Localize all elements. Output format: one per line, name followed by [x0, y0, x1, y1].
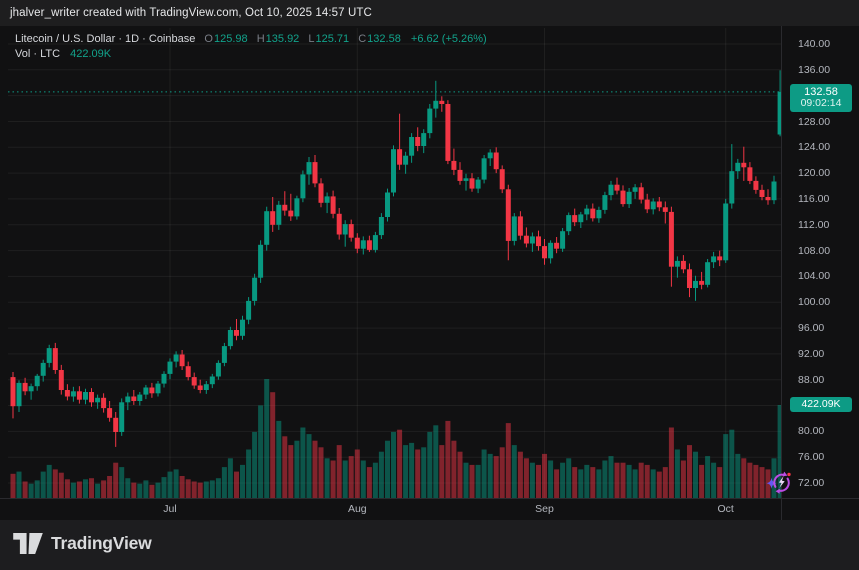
volume-value: 422.09K — [70, 48, 112, 60]
open-value: 125.98 — [213, 33, 248, 45]
bar-countdown: 09:02:14 — [800, 96, 842, 109]
attribution-text: jhalver_writer created with TradingView.… — [10, 7, 372, 19]
legend: Litecoin / U.S. Dollar · 1D · Coinbase O… — [15, 32, 487, 62]
time-tick-label: Jul — [163, 503, 177, 515]
sparkle-star — [766, 477, 777, 489]
price-tick-label: 96.00 — [798, 322, 825, 335]
price-tick-label: 72.00 — [798, 477, 825, 489]
open-label: O — [204, 33, 213, 45]
price-tick-label: 124.00 — [798, 141, 831, 154]
close-value: 132.58 — [367, 33, 401, 45]
high-label: H — [256, 33, 265, 45]
volume-label: Vol · LTC — [15, 48, 61, 60]
close-label: C — [358, 33, 367, 45]
low-value: 125.71 — [315, 33, 350, 45]
mascot-icon — [763, 465, 793, 495]
price-tick-label: 120.00 — [798, 167, 831, 180]
tradingview-logo-icon — [13, 533, 43, 554]
price-tick-label: 76.00 — [798, 451, 825, 464]
price-tick-label: 80.00 — [798, 425, 825, 438]
symbol-title: Litecoin / U.S. Dollar · 1D · Coinbase — [15, 33, 196, 45]
volume-row: Vol · LTC 422.09K — [15, 47, 487, 62]
price-tick-label: 116.00 — [798, 192, 830, 205]
time-tick-label: Oct — [717, 503, 734, 515]
volume-bars — [10, 379, 781, 498]
symbol-row: Litecoin / U.S. Dollar · 1D · Coinbase O… — [15, 32, 487, 47]
price-tick-label: 100.00 — [798, 296, 831, 309]
attribution-bar: jhalver_writer created with TradingView.… — [0, 0, 859, 26]
time-tick-label: Aug — [347, 503, 367, 515]
price-tick-label: 140.00 — [798, 38, 831, 50]
candles — [10, 70, 781, 447]
low-label: L — [308, 33, 315, 45]
last-price-value: 132.58 — [804, 85, 838, 98]
change-value: +6.62 (+5.26%) — [410, 33, 487, 45]
tradingview-logo[interactable]: TradingView — [13, 533, 152, 554]
high-value: 135.92 — [265, 33, 300, 45]
tradingview-logo-text: TradingView — [51, 533, 152, 553]
price-tick-label: 92.00 — [798, 347, 825, 360]
price-tick-label: 136.00 — [798, 63, 831, 76]
price-tick-label: 88.00 — [798, 373, 825, 386]
time-axis[interactable]: Jul Aug Sep Oct — [0, 498, 781, 520]
price-axis[interactable]: 132.58 09:02:14 422.09K 140.00 136.00 132.… — [781, 26, 859, 498]
price-tick-label: 104.00 — [798, 270, 831, 283]
lightning-bolt — [778, 476, 785, 488]
price-tick-label: 128.00 — [798, 115, 831, 128]
time-tick-label: Sep — [535, 503, 554, 515]
volume-badge: 422.09K — [790, 396, 852, 412]
footer-bar: TradingView — [0, 520, 859, 570]
last-price-badge: 132.58 09:02:14 — [790, 83, 852, 112]
price-tick-label: 112.00 — [798, 218, 830, 231]
price-tick-label: 108.00 — [798, 244, 831, 257]
